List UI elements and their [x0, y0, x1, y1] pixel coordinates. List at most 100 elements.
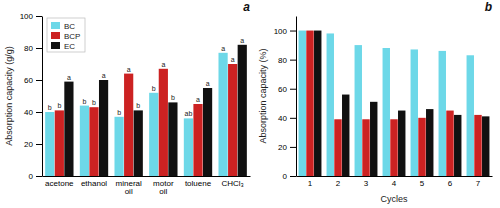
tick-mark [290, 60, 296, 61]
bar-annotation: b [136, 102, 140, 109]
panel-title: a [243, 0, 250, 14]
bar-annotation: b [82, 98, 86, 105]
y-tick: 100 [274, 27, 296, 36]
bar-annotation: ab [185, 110, 193, 117]
bar [64, 82, 73, 176]
y-axis: 020406080100 [20, 12, 43, 181]
bar [383, 48, 390, 176]
x-tick: CHCl₃ [221, 179, 243, 188]
bar-annotation: b [48, 104, 52, 111]
bar [159, 69, 168, 176]
tick-label-line: 1 [308, 179, 313, 188]
bar-annotation: b [57, 102, 61, 109]
bar [149, 93, 158, 176]
bar-annotation: a [206, 80, 210, 87]
bar [238, 45, 247, 176]
bar [467, 55, 474, 176]
tick-mark [290, 118, 296, 119]
tick-label: mineraloil [116, 179, 142, 197]
bar [124, 74, 133, 176]
bar-annotation: b [171, 94, 175, 101]
tick-label-line: toluene [185, 179, 212, 188]
legend-swatch [51, 32, 60, 39]
tick-label: 1 [308, 179, 313, 188]
axis-line [297, 176, 493, 177]
bar [334, 119, 341, 176]
x-tick: 1 [308, 179, 313, 188]
legend-swatch [51, 42, 60, 49]
bar-annotation: a [231, 56, 235, 63]
x-tick: 7 [476, 179, 481, 188]
tick-label: 2 [336, 179, 341, 188]
tick-mark [290, 31, 296, 32]
tick-mark [36, 16, 42, 17]
x-tick: 2 [336, 179, 341, 188]
x-tick: 6 [448, 179, 453, 188]
legend-item: BCP [51, 32, 80, 41]
bars [299, 31, 490, 176]
bar-annotation: a [161, 61, 165, 68]
bar-annotation: b [117, 109, 121, 116]
bar [228, 64, 237, 176]
tick-label: 40 [24, 108, 33, 117]
bar [439, 51, 446, 176]
tick-label-line: mineral [116, 179, 142, 188]
bar [299, 31, 306, 176]
tick-label: 60 [24, 76, 33, 85]
y-tick: 40 [278, 114, 296, 123]
tick-label: 20 [278, 143, 287, 152]
tick-label: 100 [20, 12, 34, 21]
bar [134, 110, 143, 176]
tick-label: 0 [29, 172, 34, 181]
bar [474, 115, 481, 176]
bar [327, 33, 334, 176]
tick-label-line: 3 [364, 179, 369, 188]
bar [193, 104, 202, 176]
tick-label-line: 6 [448, 179, 453, 188]
tick-label-line: acetone [45, 179, 74, 188]
bar [411, 49, 418, 176]
tick-label-line: 4 [392, 179, 397, 188]
legend-item: EC [51, 42, 75, 51]
bar [342, 95, 349, 176]
y-axis: 020406080100 [274, 17, 297, 182]
bar-annotation: a [196, 96, 200, 103]
tick-label-line: 5 [420, 179, 425, 188]
panel: bbbbababbaaaaaabbaa020406080100acetoneet… [4, 0, 251, 196]
bar [80, 106, 89, 176]
y-tick: 0 [29, 172, 42, 181]
figure: bbbbababbaaaaaabbaa020406080100acetoneet… [0, 0, 500, 208]
tick-label: 60 [278, 85, 287, 94]
tick-label: 7 [476, 179, 481, 188]
tick-label: 3 [364, 179, 369, 188]
tick-label: motoroil [153, 179, 174, 197]
tick-mark [36, 144, 42, 145]
y-tick: 80 [278, 56, 296, 65]
bar-annotation: a [240, 37, 244, 44]
tick-label: ethanol [81, 179, 107, 188]
tick-label-line: 7 [476, 179, 481, 188]
bar-annotation: b [152, 85, 156, 92]
bar [418, 118, 425, 176]
bars [45, 45, 247, 176]
tick-label-line: oil [159, 187, 167, 196]
x-tick: motoroil [153, 179, 174, 197]
tick-label: 100 [274, 27, 288, 36]
legend-frame [47, 18, 85, 52]
tick-mark [36, 48, 42, 49]
y-axis-title: Absorption capacity (g/g) [4, 46, 14, 146]
bar [362, 119, 369, 176]
tick-label-line: 2 [336, 179, 341, 188]
bar-annotation: a [221, 45, 225, 52]
tick-mark [36, 176, 42, 177]
x-tick: 5 [420, 179, 425, 188]
bar-annotation: a [127, 66, 131, 73]
x-tick: acetone [45, 179, 74, 188]
tick-label: 80 [24, 44, 33, 53]
legend-item: BC [51, 22, 75, 31]
y-tick: 100 [20, 12, 42, 21]
bar [398, 111, 405, 176]
bar [370, 102, 377, 176]
bar [355, 45, 362, 176]
bar [426, 109, 433, 176]
